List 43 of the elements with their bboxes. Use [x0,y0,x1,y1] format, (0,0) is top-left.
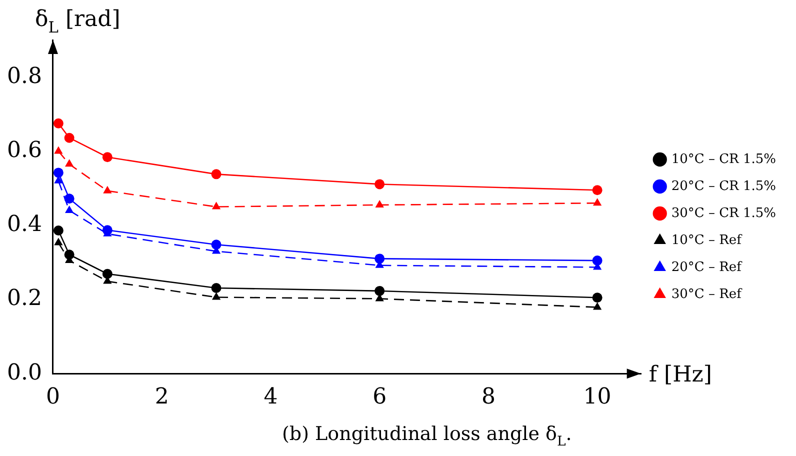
x-tick-label: 4 [264,384,278,410]
x-tick-label: 2 [154,384,169,410]
point [64,159,74,167]
x-tick-label: 10 [583,384,612,410]
y-tick-label: 0.6 [6,138,42,163]
point [53,226,64,236]
y-tick-label: 0.4 [6,212,42,238]
point [102,152,112,162]
point [53,168,64,178]
point [374,286,385,296]
point [211,240,222,250]
x-tick-label: 6 [372,384,387,410]
point [102,268,112,279]
point [64,206,74,214]
point [103,186,112,194]
x-tick-label: 0 [46,384,60,410]
legend-label: 10°C – CR 1.5% [671,152,776,167]
legend-label: 30°C – Ref [671,286,743,302]
legend-label: 20°C – Ref [671,260,743,275]
point [592,185,602,196]
x-axis-title: f [Hz] [648,362,712,388]
point [592,198,602,206]
legend-label: 10°C – Ref [671,232,743,248]
point [53,118,64,128]
legend-label: 30°C – CR 1.5% [671,206,776,221]
point [375,200,384,208]
point [592,292,602,303]
x-tick-label: 8 [481,384,496,410]
y-tick-label: 0.2 [6,286,42,312]
point [54,238,63,246]
point [374,254,385,264]
point [211,282,222,293]
y-tick-label: 0.0 [6,360,42,386]
point [64,132,74,143]
point [592,302,602,310]
point [212,292,221,300]
legend-label: 20°C – CR 1.5% [671,178,776,194]
point [212,202,221,210]
y-tick-label: 0.8 [6,64,42,89]
point [54,146,63,154]
point [211,169,222,180]
point [592,256,602,266]
point [374,179,385,190]
